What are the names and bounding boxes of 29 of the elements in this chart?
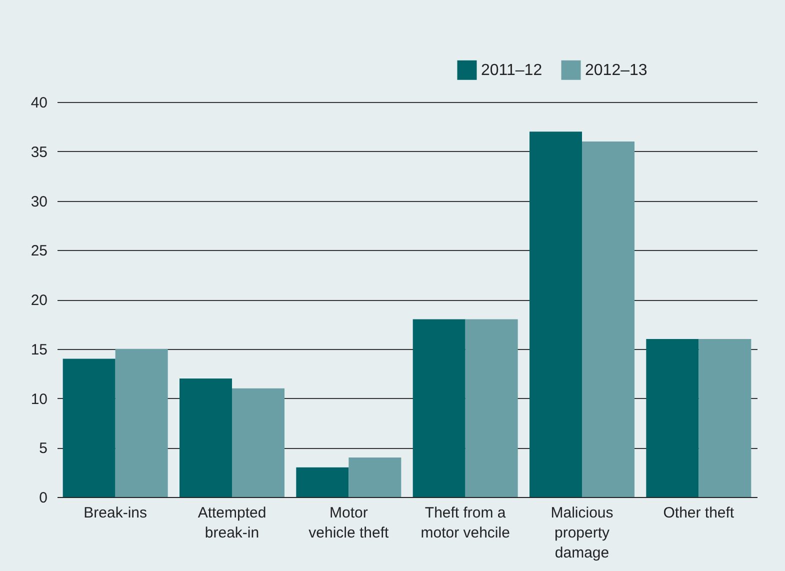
x-tick-label: Malicious property damage — [550, 504, 614, 562]
bar — [646, 339, 699, 497]
x-tick-label: Attempted break-in — [198, 504, 266, 542]
x-tick-label: Motor vehicle theft — [308, 504, 390, 542]
y-tick-label: 40 — [30, 94, 48, 112]
bar — [582, 142, 634, 497]
bar — [348, 458, 402, 497]
bar — [698, 339, 752, 497]
y-tick-label: 15 — [30, 341, 48, 358]
legend-label: 2011–12 — [481, 62, 542, 80]
x-tick-label: Break-ins — [84, 504, 148, 522]
bar — [232, 388, 284, 497]
bar — [62, 358, 116, 497]
bar — [530, 132, 582, 497]
y-tick-label: 30 — [30, 193, 48, 210]
legend-label: 2012–13 — [585, 62, 648, 80]
y-tick-label: 5 — [39, 440, 48, 458]
bar — [180, 378, 232, 497]
bar — [465, 319, 518, 497]
y-tick-label: 25 — [30, 242, 48, 260]
x-tick-label: Theft from a motor vehcile — [420, 504, 510, 542]
bar — [412, 319, 466, 497]
y-tick-label: 10 — [30, 390, 48, 408]
x-tick-label: Other theft — [663, 504, 735, 522]
y-tick-label: 20 — [30, 292, 48, 309]
y-tick-label: 35 — [30, 144, 48, 161]
y-tick-label: 0 — [39, 490, 48, 506]
bar — [115, 348, 168, 497]
bar — [296, 467, 349, 497]
